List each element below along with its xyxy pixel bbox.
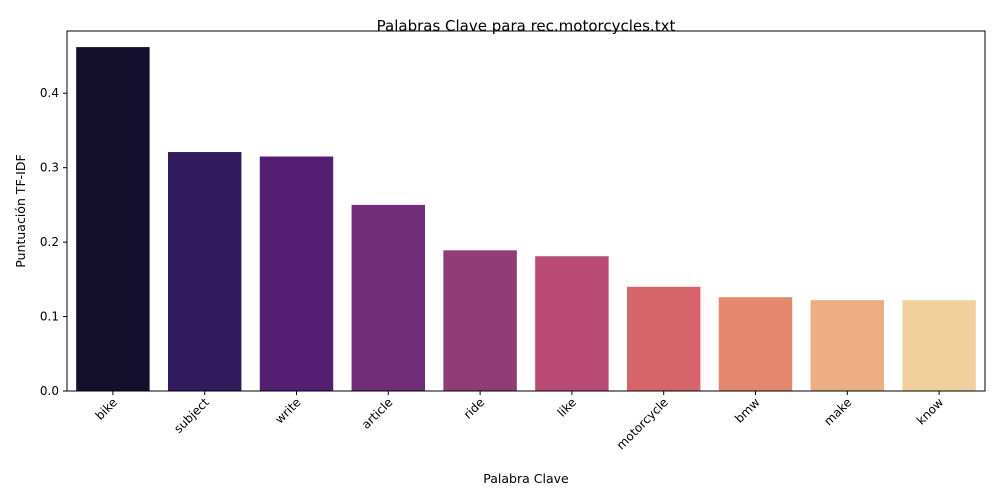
x-axis-ticks: bike subject write article ride like motorcycl… bbox=[93, 391, 946, 452]
y-axis-label: Puntuación TF-IDF bbox=[13, 154, 28, 267]
x-tick-label-know: know bbox=[914, 395, 946, 427]
bars-group bbox=[76, 47, 976, 391]
y-tick-label: 0.1 bbox=[40, 310, 59, 324]
bar-write bbox=[259, 156, 334, 391]
bar-make bbox=[810, 300, 885, 391]
bar-motorcycle bbox=[626, 286, 701, 391]
bar-bike bbox=[76, 47, 150, 391]
y-tick-label: 0.4 bbox=[40, 86, 59, 100]
x-tick-label-ride: ride bbox=[461, 395, 487, 421]
bar-article bbox=[351, 204, 426, 391]
x-tick-label-bike: bike bbox=[93, 395, 120, 422]
y-tick-label: 0.2 bbox=[40, 235, 59, 249]
x-tick-label-bmw: bmw bbox=[732, 395, 763, 426]
x-tick-label-write: write bbox=[272, 395, 303, 426]
x-tick-label-motorcycle: motorcycle bbox=[614, 395, 671, 452]
bar-know bbox=[902, 300, 976, 391]
bar-ride bbox=[443, 250, 517, 391]
bar-like bbox=[535, 256, 609, 391]
chart-title: Palabras Clave para rec.motorcycles.txt bbox=[377, 17, 676, 35]
bar-subject bbox=[167, 152, 242, 391]
y-tick-label: 0.0 bbox=[40, 384, 59, 398]
x-tick-label-subject: subject bbox=[171, 395, 212, 436]
plot-frame bbox=[66, 30, 986, 392]
x-axis-label: Palabra Clave bbox=[483, 471, 569, 486]
y-axis-ticks: 0.0 0.1 0.2 0.3 0.4 bbox=[40, 86, 67, 398]
x-tick-label-like: like bbox=[555, 395, 579, 419]
x-tick-label-make: make bbox=[821, 395, 854, 428]
bar-bmw bbox=[718, 297, 793, 391]
y-tick-label: 0.3 bbox=[40, 161, 59, 175]
x-tick-label-article: article bbox=[359, 395, 396, 432]
